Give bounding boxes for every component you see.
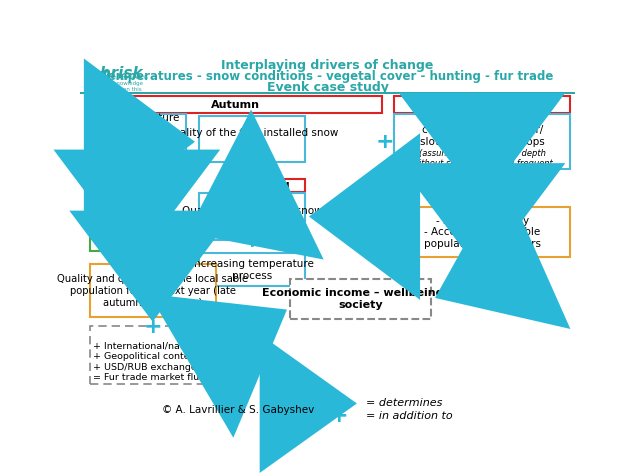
FancyBboxPatch shape — [199, 193, 305, 240]
FancyBboxPatch shape — [199, 116, 305, 161]
FancyBboxPatch shape — [89, 264, 216, 317]
FancyBboxPatch shape — [89, 326, 216, 384]
Text: Winter: Winter — [461, 99, 504, 109]
Text: Air temperature
+
Ground temperature
+
Precipitation: Air temperature + Ground temperature + P… — [84, 113, 192, 169]
FancyBboxPatch shape — [236, 179, 305, 192]
Text: Economic income – wellbeing of
society: Economic income – wellbeing of society — [261, 288, 459, 310]
FancyBboxPatch shape — [394, 114, 570, 169]
Text: Regularity of snowfall
combined with regular/
slow temperature drops: Regularity of snowfall combined with reg… — [420, 114, 544, 147]
FancyBboxPatch shape — [394, 208, 570, 257]
Text: +: + — [376, 132, 395, 152]
Text: Interplaying drivers of change: Interplaying drivers of change — [221, 59, 434, 72]
Text: ✶brisk: ✶brisk — [88, 65, 143, 80]
Text: Autumn: Autumn — [212, 99, 260, 109]
Text: + International/national economy
+ Geopolitical context
+ USD/RUB exchange rate,: + International/national economy + Geopo… — [93, 342, 253, 382]
FancyBboxPatch shape — [394, 96, 570, 113]
Text: (assuming normal snow depth
without severe or overly frequent
temperature jumps): (assuming normal snow depth without seve… — [412, 149, 553, 178]
Text: Quality and quantity of the local sable
population for the next year (late
autum: Quality and quantity of the local sable … — [58, 274, 249, 307]
FancyBboxPatch shape — [89, 96, 382, 113]
FancyBboxPatch shape — [290, 279, 431, 319]
Text: Spring: Spring — [251, 180, 290, 190]
FancyBboxPatch shape — [89, 203, 151, 217]
Text: Quality of the first installed snow
cover: Quality of the first installed snow cove… — [166, 128, 339, 149]
FancyBboxPatch shape — [89, 114, 187, 169]
Text: = determines: = determines — [366, 398, 442, 408]
Text: Quality of required
vegetal cover: Quality of required vegetal cover — [88, 223, 186, 245]
Text: +: + — [143, 317, 162, 337]
Text: Increasing temperature
process: Increasing temperature process — [190, 259, 313, 280]
Text: - Sable fur quality
- Accessibility of sable
population for hunters: - Sable fur quality - Accessibility of s… — [424, 216, 541, 249]
Bar — [80, 91, 575, 94]
Text: Evenk case study: Evenk case study — [266, 80, 389, 94]
Text: +: + — [242, 231, 261, 251]
Text: Quality and length of snow
thaw: Quality and length of snow thaw — [181, 206, 322, 228]
Text: = in addition to: = in addition to — [366, 411, 453, 421]
Text: Bridging Indigenous &
scientific knowledge
and building on this: Bridging Indigenous & scientific knowled… — [88, 75, 148, 92]
Text: Summer: Summer — [96, 205, 145, 215]
Text: Temperatures - snow conditions - vegetal cover - hunting - fur trade: Temperatures - snow conditions - vegetal… — [102, 69, 553, 83]
FancyBboxPatch shape — [199, 253, 305, 286]
Bar — [80, 57, 575, 92]
FancyBboxPatch shape — [89, 218, 184, 251]
Text: +: + — [330, 406, 348, 426]
Text: © A. Lavrillier & S. Gabyshev: © A. Lavrillier & S. Gabyshev — [162, 405, 314, 415]
